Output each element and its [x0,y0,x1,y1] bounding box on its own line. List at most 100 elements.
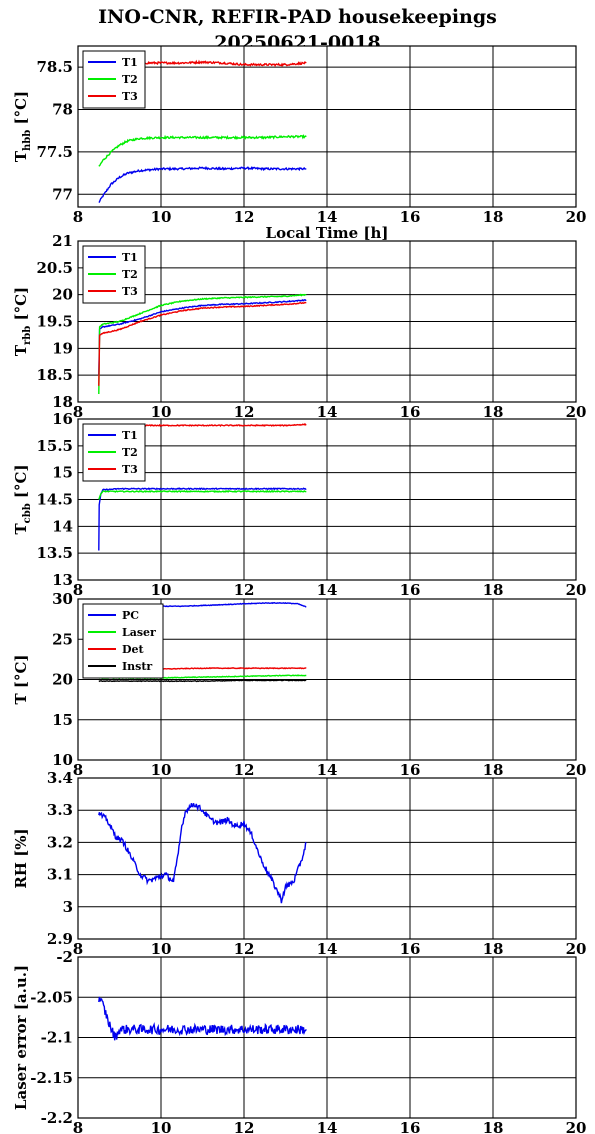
x-tick-label: 10 [151,581,172,599]
legend-label-t3: T3 [122,90,138,103]
y-axis-label: RH [%] [12,828,30,888]
x-tick-label: 10 [151,940,172,958]
y-tick-label: 10 [52,751,73,769]
x-tick-label: 12 [234,208,255,226]
y-axis-label-main: RH [%] [12,828,30,888]
y-tick-label: 3.4 [47,769,73,787]
y-tick-label: 19.5 [36,313,73,331]
y-axis-label-unit: [°C] [12,464,30,503]
y-axis-label: Tcbb [°C] [12,464,33,534]
x-tick-label: 14 [317,403,338,421]
x-tick-label: 18 [483,581,504,599]
x-tick-label: 20 [566,940,587,958]
y-tick-label: 18 [52,393,73,411]
legend: T1 T2 T3 [82,50,146,109]
y-tick-label: 77 [52,185,73,203]
y-tick-label: 19 [52,339,73,357]
y-tick-label: 21 [52,232,73,250]
chart-panel-laser: 8 10 12 14 16 18 20 -2.2 -2.15 -2.1 -2.05 -2 Laser e… [12,948,586,1134]
y-axis-label-sub: rbb [22,326,33,345]
y-tick-label: 3 [63,898,73,916]
y-axis-label-unit: [°C] [12,91,30,130]
y-axis-label-sub: hbb [22,130,33,151]
y-tick-label: 20 [52,671,73,689]
legend: T1 T2 T3 [82,423,146,482]
y-tick-label: -2.1 [41,1029,73,1047]
legend-label-t1: T1 [122,429,138,442]
x-tick-label: 12 [234,403,255,421]
chart-panel-tcbb: 8 10 12 14 16 18 20 13 13.5 14 14.5 15 15.5 16 Tcbb [°… [12,410,586,599]
y-tick-label: -2.15 [30,1069,73,1087]
y-tick-label: -2.2 [41,1109,73,1127]
y-tick-label: 25 [52,630,73,648]
x-tick-label: 18 [483,761,504,779]
series-line-t2 [98,133,307,167]
title-line-1: INO-CNR, REFIR-PAD housekeepings [98,6,497,28]
series-line-t1 [98,487,307,551]
legend-label-t1: T1 [122,56,138,69]
legend-label-t2: T2 [122,73,138,86]
x-tick-label: 16 [400,581,421,599]
x-tick-label: 10 [151,1119,172,1134]
y-tick-label: 16 [52,410,73,428]
x-tick-label: 8 [73,581,83,599]
x-tick-label: 18 [483,1119,504,1134]
y-tick-label: 3.3 [47,801,73,819]
y-axis-label-unit: [°C] [12,287,30,326]
x-tick-label: 16 [400,208,421,226]
y-tick-label: 14 [52,517,73,535]
y-tick-label: 15 [52,464,73,482]
x-tick-label: 8 [73,761,83,779]
y-axis-label-main: Laser error [a.u.] [12,965,30,1110]
x-tick-label: 10 [151,403,172,421]
x-tick-label: 16 [400,940,421,958]
x-tick-label: 16 [400,1119,421,1134]
legend: T1 T2 T3 [82,245,146,304]
chart-panel-trbb: 8 10 12 14 16 18 20 18 18.5 19 19.5 20 20.5 21 Trbb [°… [12,232,586,421]
x-tick-label: 20 [566,208,587,226]
plot-frame [77,418,577,581]
series-line-data [98,996,307,1041]
y-tick-label: 30 [52,590,73,608]
y-tick-label: 13.5 [36,544,73,562]
x-tick-label: 14 [317,1119,338,1134]
y-tick-label: -2.05 [30,988,73,1006]
x-tick-label: 14 [317,761,338,779]
x-tick-label: 16 [400,403,421,421]
y-tick-label: 15 [52,711,73,729]
x-tick-label: 14 [317,581,338,599]
x-tick-label: 14 [317,208,338,226]
plot-frame [77,956,577,1119]
legend: PC Laser Det Instr [82,603,164,679]
series-line-t2 [98,293,307,395]
y-tick-label: 77.5 [36,143,73,161]
x-axis-label: Local Time [h] [266,224,389,242]
series-line-t2 [98,489,307,500]
y-tick-label: -2 [56,948,73,966]
x-tick-label: 12 [234,761,255,779]
y-tick-label: 13 [52,571,73,589]
x-tick-label: 8 [73,208,83,226]
y-axis-label: T [°C] [12,654,30,704]
x-tick-label: 20 [566,1119,587,1134]
legend-label-laser: Laser [122,626,156,639]
y-tick-label: 20.5 [36,259,73,277]
y-axis-label: Trbb [°C] [12,287,33,356]
x-tick-label: 12 [234,940,255,958]
series-line-t1 [98,165,307,204]
x-tick-label: 16 [400,761,421,779]
plot-frame [77,240,577,403]
series-line-t1 [98,298,307,376]
plot-frame [77,45,577,208]
y-axis-label-sub: cbb [22,503,33,523]
chart-panel-rh: 8 10 12 14 16 18 20 2.9 3 3.1 3.2 3.3 3.4 RH [%] [12,769,586,958]
plot-frame [77,777,577,940]
y-tick-label: 18.5 [36,366,73,384]
y-tick-label: 3.1 [47,866,73,884]
x-tick-label: 18 [483,403,504,421]
x-tick-label: 8 [73,940,83,958]
y-tick-label: 15.5 [36,437,73,455]
y-tick-label: 78 [52,101,73,119]
